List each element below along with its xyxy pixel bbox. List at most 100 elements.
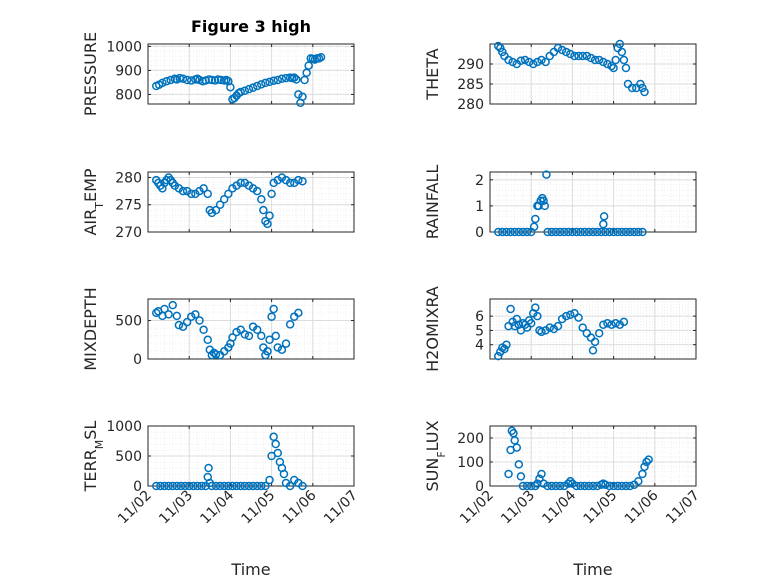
data-point (559, 227, 569, 237)
y-tick-label: 1 (475, 199, 484, 215)
data-point (514, 460, 524, 469)
data-point (265, 335, 274, 345)
axes-box (489, 43, 697, 105)
data-point (617, 481, 627, 491)
data-point (228, 333, 237, 342)
data-point (203, 335, 212, 345)
data-point (627, 83, 637, 93)
y-tick-label: 1000 (106, 419, 142, 435)
data-point (601, 227, 610, 237)
data-point (547, 227, 557, 237)
data-point (168, 481, 177, 491)
data-point (232, 481, 241, 491)
data-point (638, 227, 647, 237)
data-point (634, 227, 643, 237)
y-axis-label-part: PRESSURE (81, 32, 100, 116)
data-point (502, 227, 511, 237)
data-point (533, 479, 542, 488)
data-point (580, 481, 590, 491)
data-point (261, 481, 270, 491)
data-point (207, 75, 217, 85)
data-point (298, 481, 307, 491)
data-point (180, 481, 190, 491)
axes-sun_flux: 0 100 200 SUNFLUX (423, 420, 697, 495)
data-point (609, 227, 618, 237)
y-tick-label: 6 (475, 309, 484, 325)
data-point (292, 75, 301, 84)
data-point (187, 312, 196, 321)
data-point (294, 175, 303, 185)
y-tick-label: 5 (475, 323, 484, 339)
y-tick-label: 0 (133, 352, 142, 368)
data-point (263, 219, 272, 229)
data-point (520, 55, 530, 65)
data-point (508, 57, 517, 67)
data-point (615, 39, 625, 49)
y-tick-label: 4 (475, 338, 484, 354)
data-point (271, 331, 280, 341)
data-point (605, 481, 614, 491)
y-tick-label: 280 (115, 170, 142, 186)
data-point (269, 76, 278, 85)
data-point (498, 47, 507, 57)
data-point (168, 300, 177, 310)
data-point (271, 439, 280, 449)
y-axis-label-part: RAINFALL (423, 165, 442, 240)
data-point (566, 476, 575, 486)
data-point (644, 455, 653, 464)
data-point (236, 325, 245, 335)
data-point (539, 196, 548, 205)
data-point (524, 57, 534, 67)
y-tick-label: 0 (475, 479, 484, 495)
data-point (543, 481, 552, 491)
data-point (599, 320, 608, 329)
data-point (232, 327, 241, 337)
data-point (281, 73, 291, 83)
data-point (596, 227, 606, 237)
data-point (514, 227, 524, 237)
data-point (531, 481, 540, 491)
data-point (257, 481, 266, 491)
data-point (285, 320, 295, 329)
data-point (561, 47, 571, 57)
data-point (252, 325, 262, 335)
data-point (542, 170, 551, 179)
data-point (634, 476, 643, 486)
data-point (584, 227, 594, 237)
data-point (257, 331, 266, 341)
data-point (640, 87, 649, 97)
data-point (506, 304, 515, 314)
data-point (493, 41, 503, 51)
data-point (588, 346, 598, 355)
y-tick-label: 900 (115, 63, 142, 79)
y-axis-label-part: TERR (81, 449, 100, 492)
data-point (572, 227, 581, 237)
data-point (182, 75, 192, 85)
data-point (160, 481, 169, 491)
data-point (516, 56, 526, 66)
data-point (259, 205, 268, 215)
axes-box (147, 298, 355, 360)
y-axis-label-part: THETA (423, 48, 442, 100)
data-point (281, 339, 291, 348)
data-point (265, 77, 274, 87)
data-point (178, 74, 188, 84)
data-point (166, 75, 175, 85)
data-point (537, 55, 546, 65)
data-point (191, 310, 200, 319)
data-point (506, 227, 515, 237)
chart-title: Figure 3 high (191, 17, 311, 36)
data-point (580, 227, 590, 237)
axes-box (489, 298, 697, 360)
data-point (564, 479, 573, 488)
data-point (613, 227, 622, 237)
data-point (617, 47, 627, 57)
data-point (156, 481, 165, 491)
data-point (240, 86, 250, 96)
y-axis-label: AIRTEMP (81, 168, 106, 235)
data-point (574, 313, 583, 322)
data-point (193, 481, 202, 491)
data-point (244, 331, 254, 341)
data-point (316, 52, 326, 62)
